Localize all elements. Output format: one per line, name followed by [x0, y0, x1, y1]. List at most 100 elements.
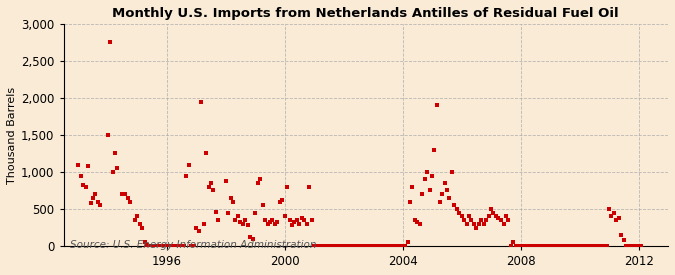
Point	[250, 210, 261, 215]
Point	[274, 199, 285, 204]
Point	[466, 218, 477, 222]
Point	[633, 244, 644, 248]
Point	[402, 240, 413, 244]
Point	[503, 218, 514, 222]
Point	[95, 203, 106, 208]
Point	[473, 222, 484, 226]
Point	[624, 244, 634, 248]
Point	[373, 244, 383, 248]
Point	[628, 244, 639, 248]
Point	[230, 218, 241, 222]
Point	[444, 196, 455, 200]
Point	[254, 177, 265, 182]
Point	[410, 218, 421, 222]
Point	[173, 244, 184, 248]
Point	[193, 229, 204, 233]
Point	[78, 182, 88, 187]
Point	[429, 148, 440, 152]
Point	[454, 210, 464, 215]
Point	[432, 103, 443, 108]
Point	[166, 244, 177, 248]
Point	[292, 218, 302, 222]
Point	[235, 219, 246, 224]
Point	[545, 244, 556, 248]
Point	[85, 201, 96, 205]
Point	[296, 216, 307, 220]
Point	[122, 196, 133, 200]
Point	[476, 218, 487, 222]
Point	[299, 218, 310, 222]
Point	[362, 244, 373, 248]
Point	[513, 244, 524, 248]
Point	[294, 222, 305, 226]
Point	[395, 244, 406, 248]
Point	[594, 244, 605, 248]
Point	[316, 244, 327, 248]
Point	[117, 192, 128, 196]
Point	[103, 133, 113, 137]
Point	[385, 244, 396, 248]
Point	[206, 181, 217, 185]
Point	[589, 244, 599, 248]
Point	[355, 244, 366, 248]
Point	[567, 244, 578, 248]
Point	[159, 244, 170, 248]
Point	[262, 222, 273, 226]
Point	[493, 216, 504, 220]
Point	[535, 244, 546, 248]
Point	[203, 185, 214, 189]
Point	[112, 166, 123, 170]
Point	[479, 222, 489, 226]
Point	[223, 210, 234, 215]
Point	[506, 244, 516, 248]
Point	[154, 244, 165, 248]
Point	[225, 196, 236, 200]
Point	[542, 244, 553, 248]
Point	[139, 240, 150, 244]
Point	[621, 244, 632, 248]
Point	[412, 219, 423, 224]
Point	[525, 244, 536, 248]
Point	[446, 170, 457, 174]
Point	[248, 236, 259, 241]
Point	[132, 214, 142, 219]
Point	[233, 214, 244, 219]
Point	[142, 242, 153, 247]
Point	[515, 244, 526, 248]
Point	[596, 244, 607, 248]
Point	[196, 100, 207, 104]
Point	[458, 218, 469, 222]
Point	[88, 196, 99, 200]
Point	[311, 244, 322, 248]
Point	[319, 244, 329, 248]
Point	[220, 179, 231, 183]
Point	[171, 244, 182, 248]
Point	[508, 240, 518, 244]
Point	[390, 244, 401, 248]
Point	[105, 40, 115, 45]
Point	[486, 207, 497, 211]
Point	[191, 225, 202, 230]
Point	[530, 244, 541, 248]
Point	[407, 185, 418, 189]
Point	[144, 244, 155, 248]
Point	[279, 214, 290, 219]
Y-axis label: Thousand Barrels: Thousand Barrels	[7, 86, 17, 183]
Point	[414, 222, 425, 226]
Title: Monthly U.S. Imports from Netherlands Antilles of Residual Fuel Oil: Monthly U.S. Imports from Netherlands An…	[113, 7, 619, 20]
Point	[419, 177, 430, 182]
Point	[281, 185, 292, 189]
Point	[181, 174, 192, 178]
Point	[130, 218, 140, 222]
Point	[213, 218, 223, 222]
Point	[584, 244, 595, 248]
Point	[417, 192, 428, 196]
Point	[289, 219, 300, 224]
Point	[488, 210, 499, 215]
Point	[257, 203, 268, 208]
Point	[323, 244, 334, 248]
Point	[387, 244, 398, 248]
Text: Source: U.S. Energy Information Administration: Source: U.S. Energy Information Administ…	[70, 240, 316, 251]
Point	[481, 218, 491, 222]
Point	[557, 244, 568, 248]
